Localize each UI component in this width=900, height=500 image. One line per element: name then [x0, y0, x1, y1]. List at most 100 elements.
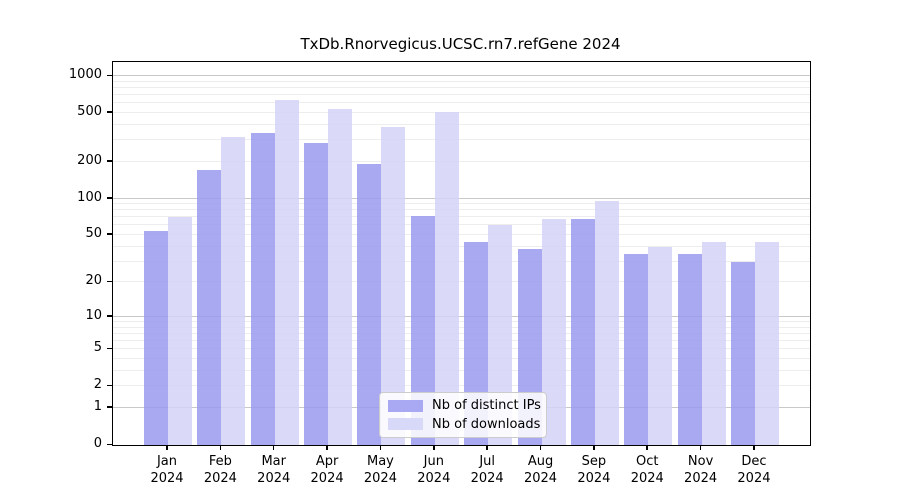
x-tick-mark: [272, 445, 275, 450]
x-tick-label-oct: Oct 2024: [630, 454, 664, 486]
x-tick-mark: [646, 445, 648, 450]
y-tick-mark: [107, 197, 112, 199]
gridline: [113, 216, 810, 218]
x-tick-mark: [486, 445, 488, 450]
y-tick-label: 0: [93, 436, 102, 451]
gridline: [113, 385, 810, 387]
bar-downloads-may: [381, 126, 406, 445]
gridline: [113, 245, 810, 247]
gridline: [113, 203, 810, 205]
bar-distinct-ips-jan: [144, 230, 168, 445]
bar-downloads-nov: [701, 241, 726, 445]
y-tick-label: 50: [85, 225, 102, 241]
bar-distinct-ips-feb: [197, 169, 222, 445]
x-tick-mark: [753, 445, 755, 450]
y-tick-label: 500: [77, 103, 102, 119]
x-tick-label-aug: Aug 2024: [523, 454, 558, 486]
bar-distinct-ips-apr: [304, 143, 329, 445]
gridline: [113, 358, 810, 360]
x-tick-mark: [433, 445, 435, 450]
bar-downloads-feb: [221, 137, 246, 445]
gridline: [113, 332, 810, 334]
y-tick-mark: [107, 280, 112, 283]
plot-area: Nb of distinct IPs Nb of downloads: [112, 61, 811, 446]
x-tick-label-sep: Sep 2024: [577, 454, 611, 486]
y-tick-label: 20: [85, 273, 102, 289]
x-tick-label-nov: Nov 2024: [684, 454, 718, 486]
x-tick-label-jun: Jun 2024: [417, 454, 451, 486]
chart-title: TxDb.Rnorvegicus.UCSC.rn7.refGene 2024: [300, 35, 621, 53]
x-tick-label-jul: Jul 2024: [470, 454, 504, 486]
x-tick-mark: [326, 445, 328, 450]
legend: Nb of distinct IPs Nb of downloads: [379, 392, 547, 438]
legend-item-downloads: Nb of downloads: [388, 416, 541, 432]
y-tick-mark: [107, 315, 112, 317]
x-tick-mark: [379, 445, 382, 450]
y-tick-label: 1: [93, 398, 102, 414]
bar-distinct-ips-may: [357, 163, 382, 445]
x-tick-label-dec: Dec 2024: [737, 454, 771, 486]
y-tick-mark: [107, 406, 112, 408]
x-tick-label-mar: Mar 2024: [257, 454, 291, 486]
gridline: [113, 86, 810, 88]
legend-label-distinct-ips: Nb of distinct IPs: [432, 398, 541, 414]
bar-distinct-ips-sep: [570, 218, 595, 445]
gridline: [113, 209, 810, 211]
bar-downloads-sep: [594, 201, 619, 445]
gridline: [113, 340, 810, 342]
gridline: [113, 75, 810, 77]
y-tick-mark: [107, 384, 112, 387]
x-tick-label-apr: Apr 2024: [310, 454, 344, 486]
x-tick-mark: [166, 445, 168, 450]
bar-downloads-jun: [434, 111, 459, 445]
y-tick-mark: [107, 160, 112, 162]
bar-downloads-oct: [648, 246, 673, 445]
gridline: [113, 260, 810, 262]
y-tick-label: 5: [93, 340, 102, 356]
x-tick-mark: [593, 445, 595, 450]
y-tick-label: 100: [77, 189, 102, 205]
bar-distinct-ips-nov: [677, 253, 702, 445]
gridline: [113, 102, 810, 104]
gridline: [113, 197, 810, 199]
downloads-swatch-icon: [388, 418, 423, 431]
x-tick-label-feb: Feb 2024: [203, 454, 237, 486]
y-tick-label: 10: [85, 307, 102, 323]
gridline: [113, 321, 810, 323]
y-tick-mark: [107, 347, 112, 350]
y-tick-label: 2: [93, 377, 102, 393]
legend-label-downloads: Nb of downloads: [432, 416, 541, 432]
gridline: [113, 348, 810, 350]
y-tick-mark: [107, 443, 112, 445]
x-tick-label-may: May 2024: [363, 454, 397, 486]
distinct-ips-swatch-icon: [388, 399, 423, 412]
gridline: [113, 139, 810, 141]
bar-downloads-mar: [274, 99, 299, 445]
y-tick-mark: [107, 74, 112, 76]
bar-downloads-dec: [754, 241, 779, 445]
x-tick-label-jan: Jan 2024: [150, 454, 184, 486]
x-tick-mark: [539, 445, 542, 450]
gridline: [113, 315, 810, 317]
legend-item-distinct-ips: Nb of distinct IPs: [388, 398, 541, 414]
bar-distinct-ips-dec: [730, 261, 755, 445]
gridline: [113, 369, 810, 371]
gridline: [113, 123, 810, 125]
y-tick-label: 1000: [68, 67, 102, 82]
x-tick-mark: [219, 445, 222, 450]
y-tick-label: 200: [77, 152, 102, 168]
gridline: [113, 234, 810, 235]
gridline: [113, 94, 810, 96]
bar-downloads-apr: [328, 108, 353, 445]
gridline: [113, 160, 810, 162]
gridline: [113, 80, 810, 82]
y-tick-mark: [107, 111, 112, 113]
bar-distinct-ips-oct: [624, 253, 649, 445]
x-tick-mark: [699, 445, 702, 450]
gridline: [113, 224, 810, 226]
bar-downloads-jan: [168, 217, 192, 445]
gridline: [113, 326, 810, 328]
gridline: [113, 111, 810, 113]
y-tick-mark: [107, 233, 112, 235]
